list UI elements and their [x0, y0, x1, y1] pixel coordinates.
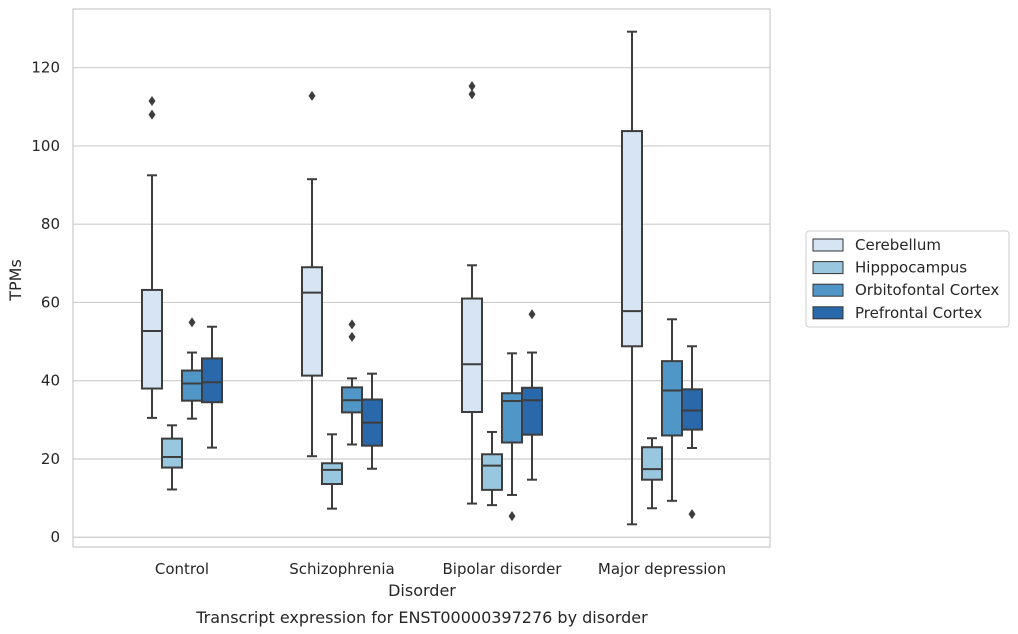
plot-frame	[72, 8, 771, 548]
legend-swatch	[812, 306, 844, 320]
box-body	[201, 357, 223, 404]
legend-swatch	[812, 283, 844, 297]
box-1-0	[161, 424, 183, 491]
box-body	[641, 446, 663, 481]
box-body	[321, 462, 343, 486]
y-tick-label: 80	[41, 215, 60, 233]
legend-label: Hipppocampus	[855, 259, 967, 277]
box-body	[181, 369, 203, 402]
x-tick-label: Schizophrenia	[289, 560, 394, 578]
y-tick-label: 120	[31, 59, 60, 77]
outlier-point	[148, 95, 156, 106]
box-body	[141, 288, 163, 390]
legend-label: Orbitofontal Cortex	[855, 281, 999, 299]
box-2-0	[181, 317, 203, 420]
y-tick-label: 100	[31, 137, 60, 155]
box-2-1	[341, 319, 363, 446]
outlier-point	[508, 511, 516, 522]
legend: Cerebellum Hipppocampus Orbitofontal Corte…	[805, 230, 1010, 328]
legend-swatch	[812, 238, 844, 252]
boxes	[141, 30, 703, 526]
x-tick-label: Control	[155, 560, 209, 578]
box-2-2	[501, 352, 523, 522]
box-body	[621, 130, 643, 348]
outlier-point	[348, 331, 356, 342]
outlier-point	[688, 509, 696, 520]
outlier-point	[468, 81, 476, 92]
box-1-1	[321, 433, 343, 510]
box-1-2	[481, 430, 503, 507]
y-tick-label: 40	[41, 372, 60, 390]
box-body	[481, 453, 503, 491]
outlier-point	[348, 319, 356, 330]
box-3-1	[361, 372, 383, 470]
box-body	[161, 437, 183, 469]
y-tick-label: 60	[41, 293, 60, 311]
outlier-point	[468, 89, 476, 100]
box-3-3	[681, 345, 703, 520]
legend-label: Cerebellum	[855, 236, 941, 254]
box-body	[301, 266, 323, 377]
box-3-2	[521, 309, 543, 481]
x-axis-ticks: Control Schizophrenia Bipolar disorder Majo…	[155, 560, 726, 578]
box-0-1	[301, 90, 323, 458]
outlier-point	[528, 309, 536, 320]
figure-caption: Transcript expression for ENST0000039727…	[195, 608, 648, 627]
y-axis-title: TPMs	[6, 259, 25, 302]
outlier-point	[308, 90, 316, 101]
outlier-point	[148, 109, 156, 120]
x-axis-title: Disorder	[388, 581, 456, 600]
box-body	[661, 360, 683, 437]
y-tick-label: 0	[50, 528, 60, 546]
box-1-3	[641, 437, 663, 510]
box-0-3	[621, 30, 643, 526]
box-body	[461, 297, 483, 414]
legend-label: Prefrontal Cortex	[855, 304, 982, 322]
y-tick-label: 20	[41, 450, 60, 468]
legend-swatch	[812, 261, 844, 275]
box-0-2	[461, 81, 483, 505]
box-body	[521, 386, 543, 436]
x-tick-label: Major depression	[598, 560, 726, 578]
box-3-0	[201, 325, 223, 449]
box-2-3	[661, 318, 683, 502]
outlier-point	[188, 317, 196, 328]
legend-frame	[805, 230, 1010, 328]
box-0-0	[141, 95, 163, 419]
x-tick-label: Bipolar disorder	[443, 560, 563, 578]
y-axis-ticks: 0 20 40 60 80 100 120	[31, 59, 60, 547]
